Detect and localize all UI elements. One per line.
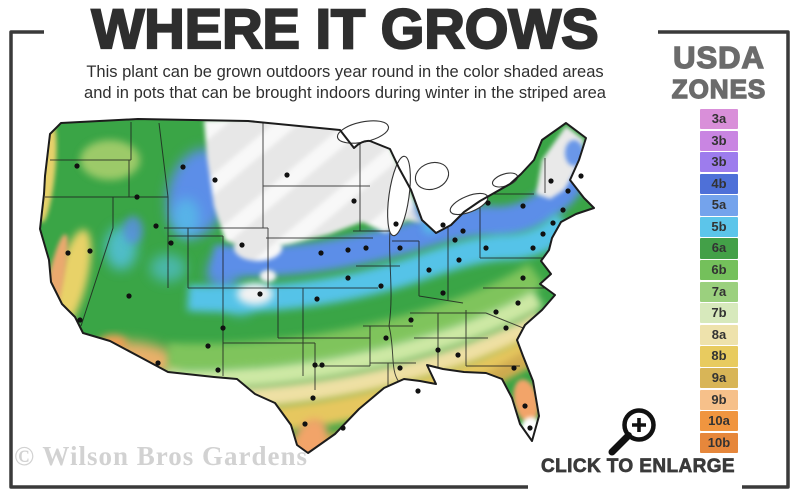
city-dot xyxy=(284,172,290,178)
city-dot xyxy=(153,223,159,229)
city-dots xyxy=(65,163,584,431)
city-dot xyxy=(485,200,491,206)
city-dot xyxy=(452,237,458,243)
legend-title-zones: ZONES xyxy=(671,74,767,104)
city-dot xyxy=(393,221,399,227)
city-dot xyxy=(212,177,218,183)
city-dot xyxy=(415,388,421,394)
city-dot xyxy=(527,425,533,431)
city-dot xyxy=(520,275,526,281)
zone-chip-9a-12: 9a xyxy=(700,367,738,389)
city-dot xyxy=(550,220,556,226)
subtitle: This plant can be grown outdoors year ro… xyxy=(35,62,655,104)
legend-title-usda: USDA xyxy=(672,40,765,75)
city-dot xyxy=(168,240,174,246)
zone-shading xyxy=(40,119,594,453)
subtitle-line-1: This plant can be grown outdoors year ro… xyxy=(86,63,604,81)
city-dot xyxy=(455,352,461,358)
city-dot xyxy=(312,362,318,368)
zone-chip-10a-14: 10a xyxy=(700,411,738,432)
city-dot xyxy=(435,347,441,353)
city-dot xyxy=(548,178,554,184)
magnifying-glass-plus-icon[interactable] xyxy=(602,402,662,462)
city-dot xyxy=(440,290,446,296)
city-dot xyxy=(383,335,389,341)
city-dot xyxy=(351,198,357,204)
city-dot xyxy=(530,245,536,251)
city-dot xyxy=(520,203,526,209)
zone-chip-3a-0: 3a xyxy=(700,109,738,130)
city-dot xyxy=(257,291,263,297)
city-dot xyxy=(440,222,446,228)
city-dot xyxy=(578,173,584,179)
state-borders xyxy=(45,122,554,390)
zone-chip-3b-1: 3b xyxy=(700,130,738,151)
city-dot xyxy=(503,325,509,331)
city-dot xyxy=(540,231,546,237)
city-dot xyxy=(426,267,432,273)
zone-chip-7a-8: 7a xyxy=(700,281,738,302)
city-dot xyxy=(363,245,369,251)
zone-chip-8a-10: 8a xyxy=(700,324,738,345)
city-dot xyxy=(155,360,161,366)
city-dot xyxy=(134,194,140,200)
city-dot xyxy=(310,395,316,401)
subtitle-line-2: and in pots that can be brought indoors … xyxy=(84,84,606,102)
city-dot xyxy=(215,367,221,373)
city-dot xyxy=(565,188,571,194)
zone-chip-8b-11: 8b xyxy=(700,346,738,367)
city-dot xyxy=(239,242,245,248)
city-dot xyxy=(397,245,403,251)
city-dot xyxy=(456,257,462,263)
city-dot xyxy=(319,362,325,368)
city-dot xyxy=(378,283,384,289)
city-dot xyxy=(314,296,320,302)
city-dot xyxy=(493,309,499,315)
zone-chip-5a-4: 5a xyxy=(700,195,738,216)
city-dot xyxy=(460,228,466,234)
city-dot xyxy=(205,343,211,349)
city-dot xyxy=(345,247,351,253)
city-dot xyxy=(87,248,93,254)
city-dot xyxy=(522,403,528,409)
city-dot xyxy=(483,245,489,251)
usda-zones-legend: USDA ZONES 3a 3b 3b 4b 5a 5b 6a 6b 7a 7b 8a 8b 9a 9b 1… xyxy=(663,40,775,454)
zone-chip-4b-3: 4b xyxy=(700,173,738,194)
city-dot xyxy=(560,207,566,213)
city-dot xyxy=(345,275,351,281)
city-dot xyxy=(515,300,521,306)
city-dot xyxy=(302,421,308,427)
city-dot xyxy=(408,317,414,323)
zone-chip-9b-13: 9b xyxy=(700,389,738,410)
great-lakes xyxy=(336,120,519,237)
zone-chip-3b-2: 3b xyxy=(700,152,738,173)
city-dot xyxy=(318,250,324,256)
page-title: WHERE IT GROWS xyxy=(90,0,599,61)
city-dot xyxy=(74,163,80,169)
zone-chip-10b-15: 10b xyxy=(700,432,738,453)
zone-chip-list: 3a 3b 3b 4b 5a 5b 6a 6b 7a 7b 8a 8b 9a 9b 10a 10b xyxy=(700,109,738,453)
zone-chip-5b-5: 5b xyxy=(700,216,738,238)
click-to-enlarge-button[interactable]: CLICK TO ENLARGE xyxy=(541,456,735,478)
city-dot xyxy=(65,250,71,256)
city-dot xyxy=(220,325,226,331)
city-dot xyxy=(126,293,132,299)
zone-chip-7b-9: 7b xyxy=(700,303,738,324)
city-dot xyxy=(77,317,83,323)
city-dot xyxy=(340,425,346,431)
city-dot xyxy=(511,365,517,371)
watermark: © Wilson Bros Gardens xyxy=(14,441,308,471)
zone-chip-6a-6: 6a xyxy=(700,238,738,259)
zone-chip-6b-7: 6b xyxy=(700,260,738,281)
city-dot xyxy=(180,164,186,170)
city-dot xyxy=(397,365,403,371)
usda-zone-map[interactable] xyxy=(18,98,650,475)
